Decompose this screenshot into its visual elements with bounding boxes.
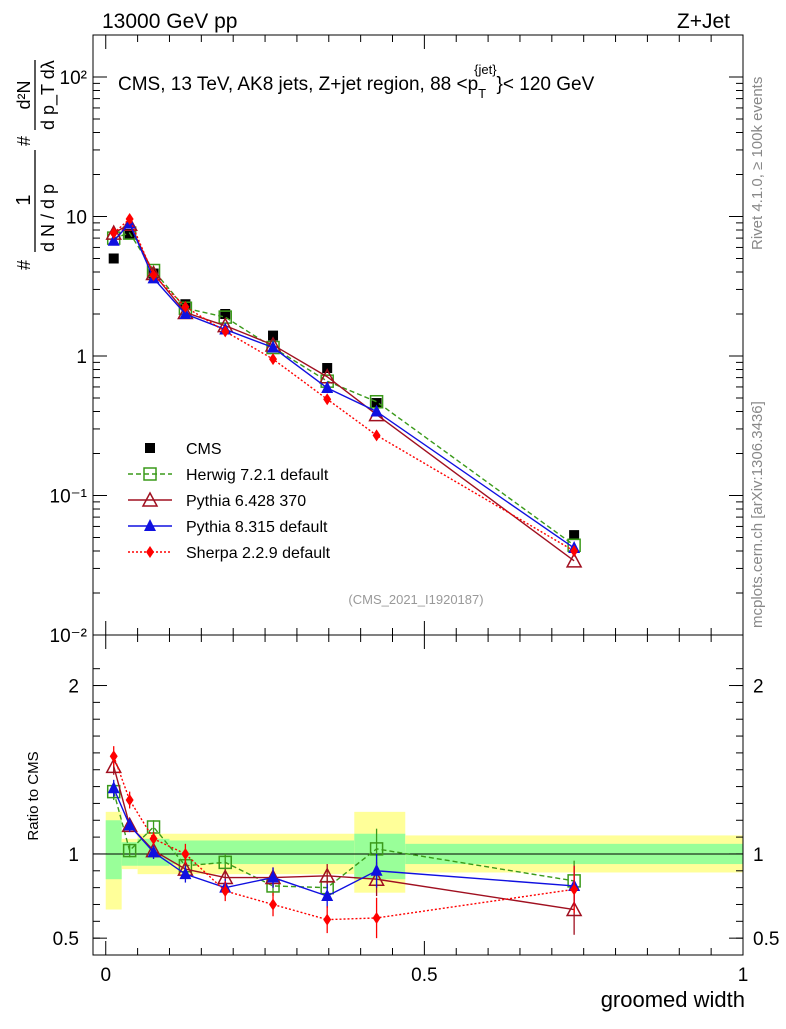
main-panel: 10⁻² 10⁻¹ 1 10 10² <box>50 34 744 647</box>
point-cms-5 <box>268 330 279 341</box>
rivet-label: Rivet 4.1.0, ≥ 100k events <box>749 77 766 250</box>
plot-title: CMS, 13 TeV, AK8 jets, Z+jet region, 88 … <box>118 62 595 101</box>
series-line-pythia6 <box>113 223 575 562</box>
point-cms-7 <box>371 398 382 409</box>
ratio-point-sherpa-8 <box>570 883 579 896</box>
ratio-point-pythia8-6 <box>321 889 334 902</box>
ratio-point-pythia8-1 <box>123 818 136 831</box>
y-label-frac-num: 1 <box>13 194 35 205</box>
legend-marker-pythia6 <box>141 491 159 507</box>
point-cms-8 <box>569 530 580 541</box>
y-tick-label: 10² <box>60 68 87 89</box>
ratio-point-pythia8-7 <box>370 863 383 876</box>
ratio-point-sherpa-3 <box>181 847 190 860</box>
watermark: (CMS_2021_I1920187) <box>348 592 483 607</box>
ratio-point-sherpa-0 <box>109 750 118 763</box>
point-pythia8-3 <box>179 307 192 320</box>
series-line-pythia8 <box>113 222 575 549</box>
x-axis-label: groomed width <box>601 987 745 1012</box>
point-cms-0 <box>108 253 119 264</box>
ratio-y-tick-label: 2 <box>68 677 79 698</box>
point-sherpa-2 <box>149 269 158 282</box>
ratio-y-tick-label-right: 0.5 <box>753 929 779 950</box>
y-label-frac-den: d N / d p <box>38 184 58 252</box>
y-label-hash-2: # <box>14 136 34 146</box>
point-sherpa-8 <box>570 545 579 558</box>
ratio-point-sherpa-2 <box>149 832 158 845</box>
point-sherpa-7 <box>372 429 381 442</box>
point-cms-4 <box>220 309 231 320</box>
ratio-point-pythia8-3 <box>179 867 192 880</box>
point-pythia8-5 <box>267 340 280 353</box>
ratio-y-tick-label-right: 1 <box>753 845 764 866</box>
point-pythia6-8 <box>565 552 583 568</box>
ratio-point-pythia6-8 <box>565 900 583 917</box>
band-inner-0 <box>105 820 122 880</box>
ratio-panel: 0 0.5 10.5 0.51 12 2 <box>53 634 779 986</box>
legend: CMS Herwig 7.2.1 default Pythia 6.428 370 P… <box>128 441 331 562</box>
plot-title-sup: {jet} <box>474 62 497 77</box>
point-sherpa-4 <box>221 325 230 338</box>
y-tick-label: 10⁻¹ <box>50 486 88 507</box>
legend-label-herwig: Herwig 7.2.1 default <box>186 467 329 484</box>
ratio-point-sherpa-1 <box>125 794 134 807</box>
mcplots-label: mcplots.cern.ch [arXiv:1306.3436] <box>749 401 766 628</box>
y-label-deriv-num: d²N <box>14 80 34 109</box>
legend-marker-cms <box>145 443 155 453</box>
point-sherpa-6 <box>323 393 332 406</box>
ratio-point-pythia6-0 <box>105 757 122 774</box>
point-pythia8-7 <box>370 404 383 417</box>
y-label-deriv-den: d p_T dλ <box>38 60 59 130</box>
ratio-point-pythia8-2 <box>147 845 160 858</box>
header-left: 13000 GeV pp <box>102 10 237 33</box>
ratio-point-sherpa-5 <box>269 898 278 911</box>
ratio-point-sherpa-4 <box>221 885 230 897</box>
plot-title-sub: T <box>478 86 486 101</box>
y-tick-label: 1 <box>76 347 87 368</box>
legend-marker-herwig <box>143 467 157 481</box>
y-axis-label: # 1 d N / d p # d²N d p_T dλ <box>13 60 59 270</box>
x-tick-label: 0.5 <box>411 965 437 986</box>
legend-marker-sherpa <box>146 546 154 558</box>
legend-label-cms: CMS <box>186 441 222 458</box>
header-right: Z+Jet <box>677 10 730 33</box>
y-label-hash: # <box>14 260 34 270</box>
series-line-herwig <box>113 232 575 546</box>
ratio-y-tick-label: 0.5 <box>53 929 79 950</box>
point-cms-6 <box>322 363 333 374</box>
point-pythia8-0 <box>107 233 120 246</box>
legend-label-sherpa: Sherpa 2.2.9 default <box>186 545 331 562</box>
point-sherpa-0 <box>109 227 118 240</box>
ratio-y-tick-label-right: 2 <box>753 677 764 698</box>
ratio-point-pythia8-0 <box>107 781 120 794</box>
band-inner-3 <box>169 840 355 865</box>
series-line-sherpa <box>113 217 575 552</box>
legend-marker-pythia8 <box>144 519 156 531</box>
x-tick-label: 1 <box>738 965 749 986</box>
point-sherpa-5 <box>269 353 278 366</box>
ratio-point-pythia8-5 <box>267 870 280 883</box>
point-sherpa-3 <box>181 300 190 313</box>
point-pythia8-6 <box>321 380 334 393</box>
y-tick-label: 10⁻² <box>50 626 88 647</box>
ratio-point-sherpa-7 <box>372 911 381 924</box>
plot-title-suffix: }< 120 GeV <box>497 74 595 95</box>
x-tick-label: 0 <box>100 965 111 986</box>
legend-label-pythia6: Pythia 6.428 370 <box>186 493 306 510</box>
ratio-point-herwig-4 <box>218 855 232 870</box>
ratio-y-label: Ratio to CMS <box>25 751 42 840</box>
ratio-point-herwig-1 <box>122 843 137 858</box>
ratio-y-tick-label: 1 <box>68 845 79 866</box>
y-tick-label: 10 <box>66 207 87 228</box>
ratio-frame <box>92 634 744 956</box>
ratio-point-pythia6-6 <box>318 867 336 883</box>
legend-label-pythia8: Pythia 8.315 default <box>186 519 328 536</box>
ratio-point-sherpa-6 <box>323 913 332 926</box>
plot-title-prefix: CMS, 13 TeV, AK8 jets, Z+jet region, 88 … <box>118 74 478 95</box>
point-sherpa-1 <box>125 212 134 225</box>
